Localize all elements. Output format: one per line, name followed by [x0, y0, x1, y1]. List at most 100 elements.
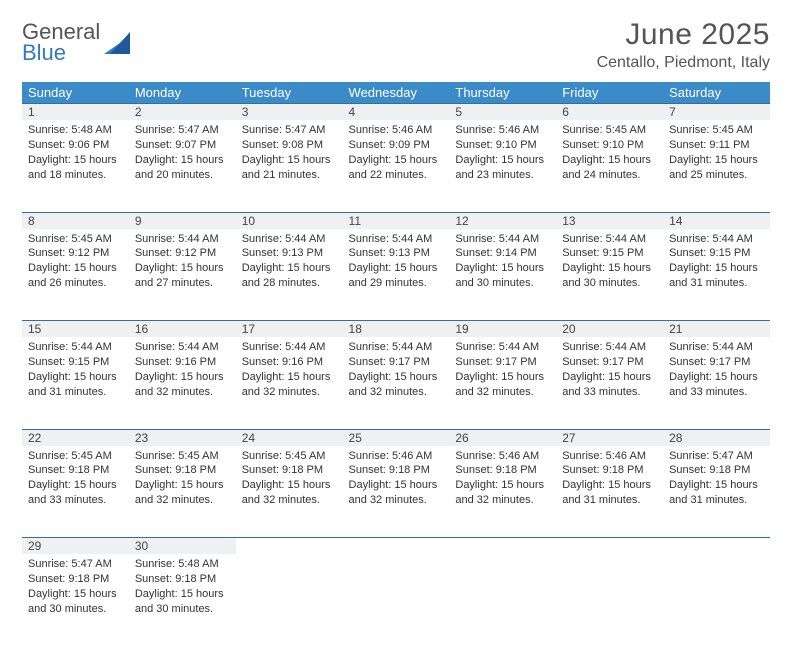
- day-number: 18: [343, 321, 450, 338]
- content-row: Sunrise: 5:44 AMSunset: 9:15 PMDaylight:…: [22, 337, 770, 429]
- day-number: 27: [556, 429, 663, 446]
- day-number: 10: [236, 212, 343, 229]
- cell-sunrise: Sunrise: 5:44 AM: [562, 340, 657, 355]
- cell-day1: Daylight: 15 hours: [455, 478, 550, 493]
- cell-sunset: Sunset: 9:16 PM: [135, 355, 230, 370]
- cell-day2: and 30 minutes.: [455, 276, 550, 291]
- cell-day1: Daylight: 15 hours: [28, 587, 123, 602]
- cell-day1: Daylight: 15 hours: [455, 370, 550, 385]
- day-cell: Sunrise: 5:47 AMSunset: 9:18 PMDaylight:…: [22, 554, 129, 646]
- cell-sunset: Sunset: 9:15 PM: [562, 246, 657, 261]
- day-header: Thursday: [449, 82, 556, 104]
- day-number: 19: [449, 321, 556, 338]
- day-cell: Sunrise: 5:44 AMSunset: 9:17 PMDaylight:…: [343, 337, 450, 429]
- cell-day1: Daylight: 15 hours: [242, 370, 337, 385]
- day-cell: Sunrise: 5:46 AMSunset: 9:18 PMDaylight:…: [343, 446, 450, 538]
- cell-day1: Daylight: 15 hours: [455, 153, 550, 168]
- day-cell: Sunrise: 5:44 AMSunset: 9:17 PMDaylight:…: [449, 337, 556, 429]
- cell-sunrise: Sunrise: 5:44 AM: [135, 232, 230, 247]
- day-cell: Sunrise: 5:45 AMSunset: 9:12 PMDaylight:…: [22, 229, 129, 321]
- cell-sunset: Sunset: 9:16 PM: [242, 355, 337, 370]
- cell-day1: Daylight: 15 hours: [562, 261, 657, 276]
- cell-day1: Daylight: 15 hours: [562, 153, 657, 168]
- day-header: Friday: [556, 82, 663, 104]
- cell-sunrise: Sunrise: 5:44 AM: [349, 232, 444, 247]
- cell-day2: and 23 minutes.: [455, 168, 550, 183]
- cell-sunrise: Sunrise: 5:44 AM: [28, 340, 123, 355]
- cell-sunset: Sunset: 9:13 PM: [349, 246, 444, 261]
- logo: General Blue: [22, 18, 130, 64]
- cell-day2: and 32 minutes.: [135, 385, 230, 400]
- cell-sunset: Sunset: 9:18 PM: [135, 572, 230, 587]
- cell-sunset: Sunset: 9:07 PM: [135, 138, 230, 153]
- cell-day2: and 30 minutes.: [28, 602, 123, 617]
- day-cell: [663, 554, 770, 646]
- cell-day1: Daylight: 15 hours: [135, 153, 230, 168]
- cell-sunset: Sunset: 9:10 PM: [455, 138, 550, 153]
- logo-text: General Blue: [22, 22, 100, 64]
- day-number: 21: [663, 321, 770, 338]
- day-cell: Sunrise: 5:44 AMSunset: 9:16 PMDaylight:…: [236, 337, 343, 429]
- day-cell: Sunrise: 5:45 AMSunset: 9:11 PMDaylight:…: [663, 120, 770, 212]
- day-number: 9: [129, 212, 236, 229]
- cell-day1: Daylight: 15 hours: [455, 261, 550, 276]
- cell-sunrise: Sunrise: 5:48 AM: [28, 123, 123, 138]
- daynum-row: 22232425262728: [22, 429, 770, 446]
- content-row: Sunrise: 5:45 AMSunset: 9:12 PMDaylight:…: [22, 229, 770, 321]
- day-cell: Sunrise: 5:44 AMSunset: 9:12 PMDaylight:…: [129, 229, 236, 321]
- day-number: 22: [22, 429, 129, 446]
- cell-day1: Daylight: 15 hours: [135, 478, 230, 493]
- location: Centallo, Piedmont, Italy: [597, 54, 770, 72]
- cell-day1: Daylight: 15 hours: [349, 370, 444, 385]
- cell-sunset: Sunset: 9:06 PM: [28, 138, 123, 153]
- cell-day1: Daylight: 15 hours: [135, 370, 230, 385]
- content-row: Sunrise: 5:45 AMSunset: 9:18 PMDaylight:…: [22, 446, 770, 538]
- cell-sunrise: Sunrise: 5:47 AM: [135, 123, 230, 138]
- cell-day2: and 31 minutes.: [669, 493, 764, 508]
- cell-sunset: Sunset: 9:18 PM: [28, 463, 123, 478]
- cell-sunrise: Sunrise: 5:44 AM: [242, 232, 337, 247]
- cell-day1: Daylight: 15 hours: [28, 153, 123, 168]
- day-number: 2: [129, 104, 236, 121]
- cell-day2: and 25 minutes.: [669, 168, 764, 183]
- day-header: Sunday: [22, 82, 129, 104]
- day-cell: Sunrise: 5:45 AMSunset: 9:18 PMDaylight:…: [129, 446, 236, 538]
- day-cell: [343, 554, 450, 646]
- logo-word2: Blue: [22, 40, 66, 65]
- cell-sunrise: Sunrise: 5:44 AM: [669, 232, 764, 247]
- cell-sunset: Sunset: 9:18 PM: [135, 463, 230, 478]
- cell-day2: and 20 minutes.: [135, 168, 230, 183]
- cell-sunset: Sunset: 9:12 PM: [135, 246, 230, 261]
- cell-day1: Daylight: 15 hours: [562, 478, 657, 493]
- cell-day1: Daylight: 15 hours: [349, 261, 444, 276]
- day-header: Tuesday: [236, 82, 343, 104]
- day-number: 30: [129, 538, 236, 555]
- day-number: [663, 538, 770, 555]
- day-number: 16: [129, 321, 236, 338]
- cell-day2: and 21 minutes.: [242, 168, 337, 183]
- cell-day1: Daylight: 15 hours: [242, 478, 337, 493]
- cell-day2: and 32 minutes.: [242, 493, 337, 508]
- day-number: [556, 538, 663, 555]
- cell-sunset: Sunset: 9:15 PM: [669, 246, 764, 261]
- cell-sunset: Sunset: 9:18 PM: [669, 463, 764, 478]
- cell-day1: Daylight: 15 hours: [28, 261, 123, 276]
- cell-sunrise: Sunrise: 5:46 AM: [349, 449, 444, 464]
- day-header: Saturday: [663, 82, 770, 104]
- cell-sunrise: Sunrise: 5:47 AM: [669, 449, 764, 464]
- day-cell: Sunrise: 5:44 AMSunset: 9:15 PMDaylight:…: [556, 229, 663, 321]
- header: General Blue June 2025 Centallo, Piedmon…: [22, 18, 770, 72]
- day-cell: Sunrise: 5:48 AMSunset: 9:18 PMDaylight:…: [129, 554, 236, 646]
- cell-sunset: Sunset: 9:18 PM: [349, 463, 444, 478]
- cell-day2: and 18 minutes.: [28, 168, 123, 183]
- cell-sunrise: Sunrise: 5:44 AM: [455, 232, 550, 247]
- content-row: Sunrise: 5:48 AMSunset: 9:06 PMDaylight:…: [22, 120, 770, 212]
- day-number: 8: [22, 212, 129, 229]
- cell-day1: Daylight: 15 hours: [135, 587, 230, 602]
- day-number: 3: [236, 104, 343, 121]
- daynum-row: 1234567: [22, 104, 770, 121]
- cell-day1: Daylight: 15 hours: [562, 370, 657, 385]
- day-cell: Sunrise: 5:47 AMSunset: 9:08 PMDaylight:…: [236, 120, 343, 212]
- cell-sunrise: Sunrise: 5:45 AM: [28, 449, 123, 464]
- cell-day1: Daylight: 15 hours: [669, 478, 764, 493]
